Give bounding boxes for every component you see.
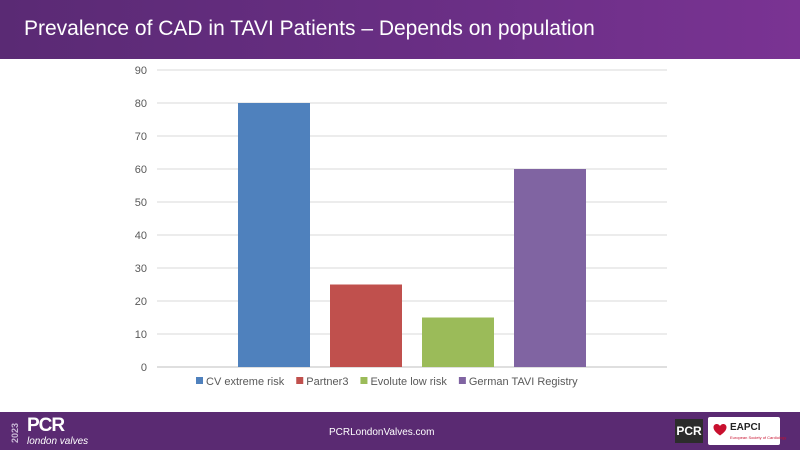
chart-gridlines [157,69,667,368]
footer-url[interactable]: PCRLondonValves.com [329,427,435,438]
footer-bar: 2023 PCR london valves PCRLondonValves.c… [0,412,800,450]
heart-icon [713,424,727,436]
y-tick-label: 60 [135,164,147,176]
legend-swatch [296,377,304,384]
chart-legend: CV extreme risk Partner3 Evolute low risk G… [196,376,578,388]
y-tick-label: 20 [135,296,147,308]
page-title: Prevalence of CAD in TAVI Patients – Dep… [24,17,595,40]
y-tick-label: 40 [135,230,147,242]
legend-label: German TAVI Registry [469,376,578,388]
brand-name: PCR [27,415,65,436]
bar-4 [514,169,586,367]
year-label: 2023 [10,422,20,444]
bar-2 [330,284,402,367]
y-tick-label: 0 [141,362,147,374]
y-tick-label: 50 [135,197,147,209]
legend-swatch [196,377,203,384]
y-tick-label: 10 [135,329,147,341]
bar-chart: 0 10 20 30 40 50 60 70 80 90 CV extreme risk Partn… [135,65,667,388]
legend-swatch [458,377,466,384]
bar-1 [238,103,310,367]
y-tick-label: 70 [135,131,147,143]
legend-label: Partner3 [306,376,348,388]
eapci-text: EAPCI [730,422,761,433]
legend-swatch [360,377,368,384]
header-bar: Prevalence of CAD in TAVI Patients – Dep… [0,0,800,59]
pcr-logo: PCR [675,419,703,443]
legend-label: CV extreme risk [206,376,285,388]
eapci-subtext: European Society of Cardiology [730,435,787,440]
y-tick-label: 90 [135,65,147,77]
bar-3 [422,317,494,367]
y-tick-label: 30 [135,263,147,275]
chart-bars [238,103,586,367]
y-tick-label: 80 [135,98,147,110]
eapci-logo: EAPCI European Society of Cardiology [708,417,786,445]
pcr-london-valves-logo: 2023 PCR london valves [10,415,120,449]
legend-label: Evolute low risk [370,376,447,388]
brand-subtitle: london valves [27,436,89,447]
y-axis-ticks: 0 10 20 30 40 50 60 70 80 90 [135,65,147,374]
